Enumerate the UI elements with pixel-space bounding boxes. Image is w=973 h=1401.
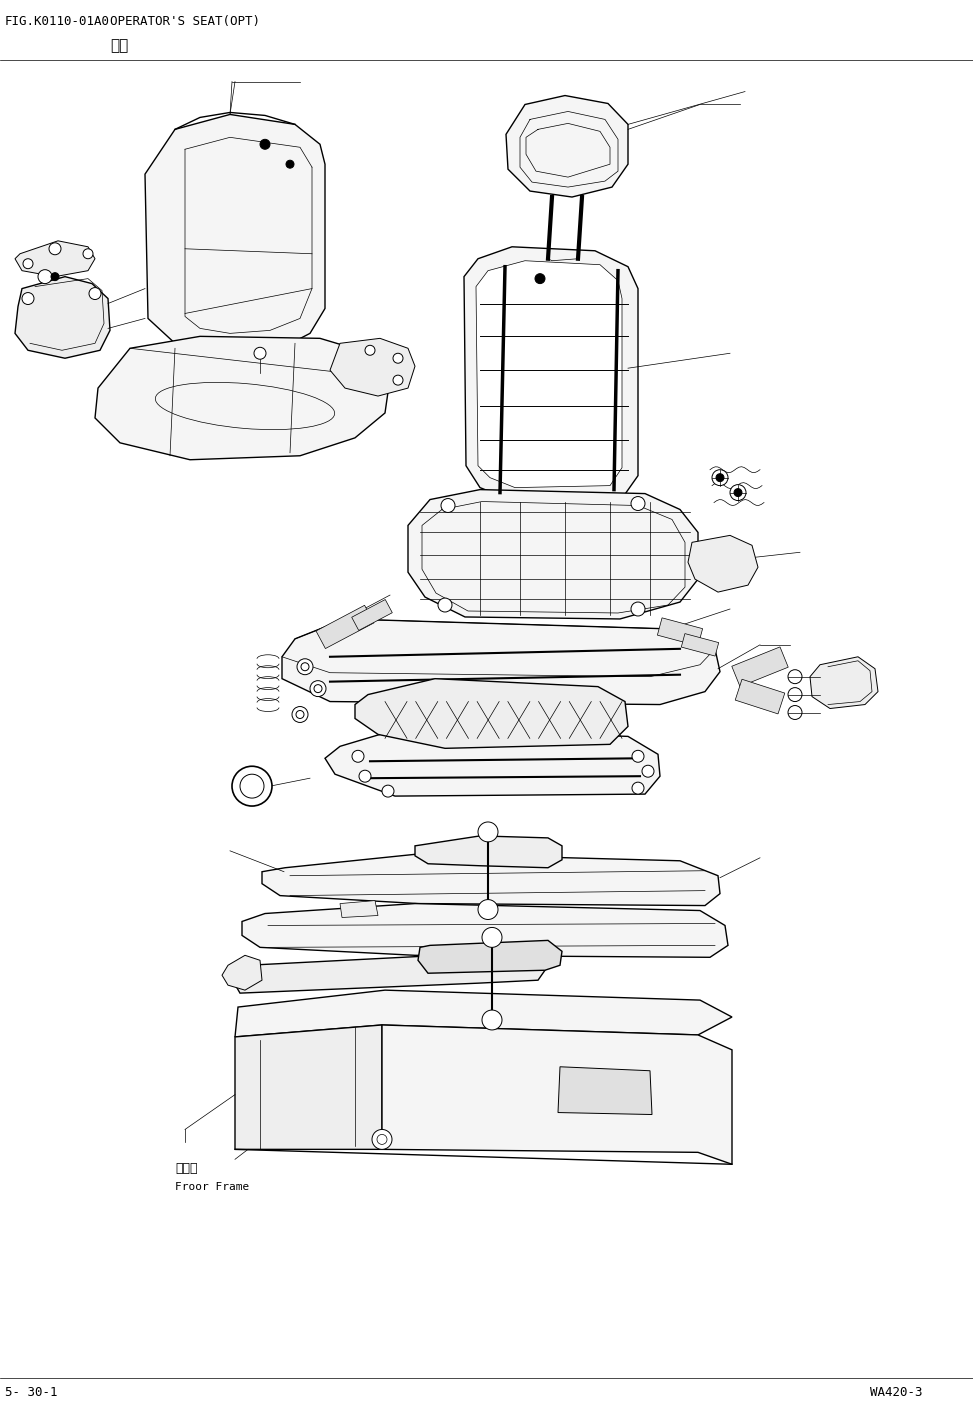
Ellipse shape	[314, 685, 322, 692]
Ellipse shape	[51, 273, 59, 280]
Ellipse shape	[49, 242, 61, 255]
Polygon shape	[355, 678, 628, 748]
Polygon shape	[330, 338, 415, 396]
Polygon shape	[408, 489, 698, 619]
Ellipse shape	[359, 771, 371, 782]
Polygon shape	[95, 336, 390, 460]
Ellipse shape	[232, 766, 272, 806]
Ellipse shape	[365, 345, 375, 356]
Ellipse shape	[716, 474, 724, 482]
Ellipse shape	[89, 287, 101, 300]
Ellipse shape	[297, 658, 313, 675]
Bar	[681, 633, 719, 656]
Ellipse shape	[788, 670, 802, 684]
Bar	[316, 605, 374, 649]
Ellipse shape	[478, 822, 498, 842]
Ellipse shape	[38, 269, 52, 283]
Ellipse shape	[83, 249, 93, 259]
Polygon shape	[262, 853, 720, 905]
Ellipse shape	[482, 927, 502, 947]
Ellipse shape	[393, 375, 403, 385]
Ellipse shape	[788, 688, 802, 702]
Polygon shape	[242, 904, 728, 957]
Ellipse shape	[788, 706, 802, 720]
Text: 5- 30-1: 5- 30-1	[5, 1386, 57, 1400]
Ellipse shape	[632, 782, 644, 794]
Ellipse shape	[382, 785, 394, 797]
Ellipse shape	[730, 485, 746, 500]
Polygon shape	[145, 115, 325, 350]
Ellipse shape	[393, 353, 403, 363]
Bar	[736, 679, 785, 715]
Ellipse shape	[642, 765, 654, 778]
Text: Froor Frame: Froor Frame	[175, 1182, 249, 1192]
Ellipse shape	[296, 710, 304, 719]
Ellipse shape	[372, 1129, 392, 1149]
Polygon shape	[558, 1066, 652, 1115]
Ellipse shape	[352, 751, 364, 762]
Polygon shape	[222, 955, 262, 991]
Polygon shape	[282, 619, 720, 705]
Ellipse shape	[535, 273, 545, 283]
Polygon shape	[476, 261, 622, 488]
Ellipse shape	[23, 259, 33, 269]
Polygon shape	[464, 247, 638, 500]
Text: 座椰: 座椰	[110, 38, 128, 53]
Bar	[658, 618, 703, 646]
Polygon shape	[15, 241, 95, 276]
Ellipse shape	[632, 751, 644, 762]
Polygon shape	[235, 1026, 382, 1149]
Ellipse shape	[377, 1135, 387, 1145]
Text: OPERATOR'S SEAT(OPT): OPERATOR'S SEAT(OPT)	[110, 15, 260, 28]
Bar	[732, 647, 788, 686]
Polygon shape	[382, 1026, 732, 1164]
Ellipse shape	[631, 602, 645, 616]
Polygon shape	[340, 901, 378, 918]
Polygon shape	[506, 95, 628, 198]
Ellipse shape	[712, 469, 728, 486]
Text: 地板架: 地板架	[175, 1163, 198, 1175]
Polygon shape	[235, 991, 732, 1037]
Text: WA420-3: WA420-3	[870, 1386, 922, 1400]
Ellipse shape	[301, 663, 309, 671]
Ellipse shape	[631, 496, 645, 510]
Ellipse shape	[441, 499, 455, 513]
Ellipse shape	[240, 775, 264, 799]
Polygon shape	[810, 657, 878, 709]
Polygon shape	[325, 729, 660, 796]
Ellipse shape	[734, 489, 742, 496]
Text: FIG.K0110-01A0: FIG.K0110-01A0	[5, 15, 110, 28]
Polygon shape	[688, 535, 758, 593]
Ellipse shape	[482, 1010, 502, 1030]
Ellipse shape	[310, 681, 326, 696]
Ellipse shape	[438, 598, 452, 612]
Ellipse shape	[478, 899, 498, 919]
Polygon shape	[415, 836, 562, 867]
Polygon shape	[418, 940, 562, 974]
Ellipse shape	[260, 139, 270, 150]
Polygon shape	[232, 953, 545, 993]
Ellipse shape	[22, 293, 34, 304]
Ellipse shape	[254, 347, 266, 359]
Bar	[351, 600, 392, 630]
Ellipse shape	[286, 160, 294, 168]
Polygon shape	[15, 276, 110, 359]
Ellipse shape	[292, 706, 308, 723]
